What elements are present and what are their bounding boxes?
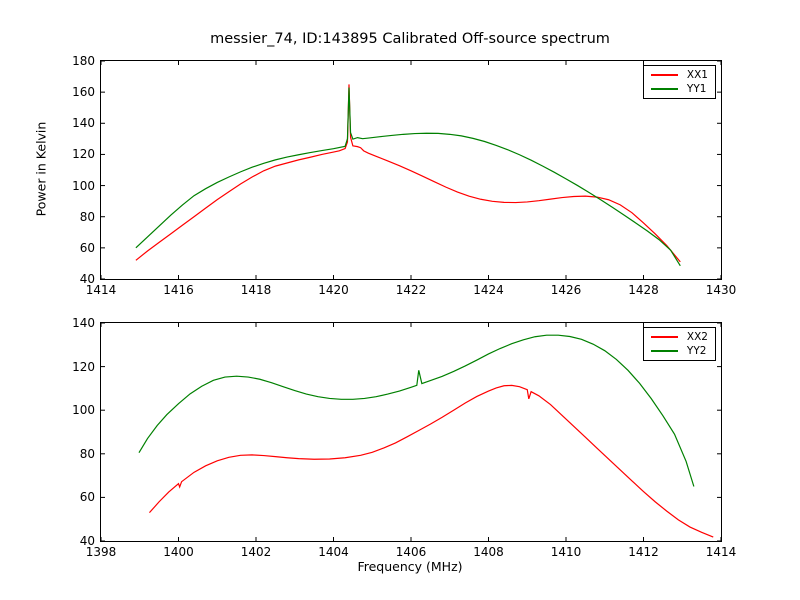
x-tick-label: 1418 [240,283,272,297]
plot-title: messier_74, ID:143895 Calibrated Off-sou… [210,31,610,47]
y-tick-label: 140 [72,116,95,131]
y-tick-label: 100 [72,403,95,418]
y-tick-label: 140 [72,316,95,330]
x-tick-label: 1430 [705,283,737,297]
legend-item: YY1 [650,83,708,95]
y-tick-label: 80 [79,209,95,224]
legend: XX1 YY1 [642,65,716,99]
y-axis-label: Power in Kelvin [33,121,49,217]
series-line-XX1 [135,84,681,263]
y-tick-label: 120 [72,147,95,162]
legend: XX2 YY2 [642,327,716,361]
x-tick-label: 1408 [473,545,504,559]
y-tick-label: 120 [72,359,95,374]
x-tick-label: 1414 [705,545,737,559]
series-line-XX2 [148,384,714,538]
legend-label: YY1 [686,83,707,95]
subplot-bottom: 1398 1400 1402 1404 1406 1408 1410 1412 1414 40 60… [72,316,736,559]
legend-line-sample [650,88,678,90]
x-tick-label: 1426 [550,283,582,297]
x-tick-label: 1412 [628,545,659,559]
y-tick-label: 40 [79,272,95,286]
plot-area [100,322,722,542]
legend-label: XX2 [686,331,708,343]
legend-line-sample [650,336,678,338]
x-tick-label: 1404 [318,545,349,559]
legend-item: YY2 [650,345,708,357]
legend-item: XX2 [650,331,708,343]
x-tick-label: 1406 [395,545,427,559]
y-tick-label: 100 [72,178,95,193]
y-tick-label: 60 [79,240,95,255]
series-line-YY2 [138,334,695,487]
y-tick-label: 180 [72,54,95,68]
legend-line-sample [650,74,678,76]
x-tick-label: 1400 [163,545,194,559]
x-tick-label: 1402 [240,545,272,559]
x-tick-label: 1428 [628,283,659,297]
y-tick-label: 160 [72,85,95,100]
x-tick-label: 1416 [163,283,194,297]
y-tick-label: 80 [79,446,95,461]
x-axis-label: Frequency (MHz) [357,559,463,574]
legend-label: YY2 [686,345,707,357]
legend-line-sample [650,350,678,352]
x-tick-label: 1420 [318,283,349,297]
x-tick-label: 1424 [473,283,504,297]
y-tick-label: 60 [79,490,95,505]
legend-label: XX1 [686,69,708,81]
series-line-YY1 [135,87,681,267]
x-tick-label: 1410 [550,545,582,559]
x-tick-label: 1414 [85,283,117,297]
plot-area [100,60,722,280]
legend-item: XX1 [650,69,708,81]
x-tick-label: 1422 [395,283,427,297]
x-tick-label: 1398 [85,545,117,559]
y-tick-label: 40 [79,534,95,548]
subplot-top: 1414 1416 1418 1420 1422 1424 1426 1428 1430 40 60… [72,54,736,297]
